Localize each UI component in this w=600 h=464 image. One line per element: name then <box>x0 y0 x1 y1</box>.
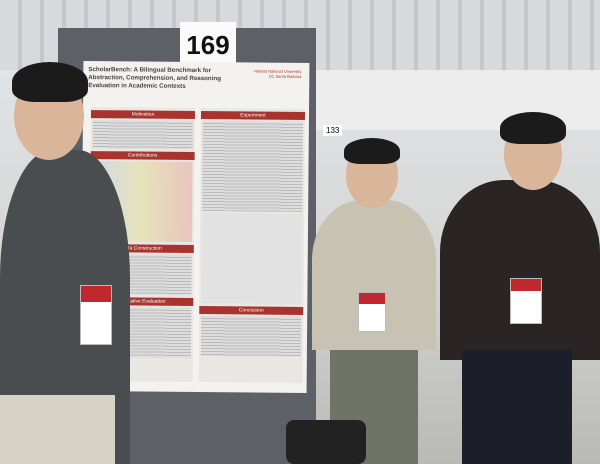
booth-number: 169 <box>180 22 236 68</box>
affiliations: Hanbat National University UC Santa Barb… <box>251 68 302 79</box>
section-header: Contributions <box>90 151 195 160</box>
poster-title: ScholarBench: A Bilingual Benchmark for … <box>88 66 222 90</box>
person-right <box>440 180 600 360</box>
name-badge <box>358 292 386 332</box>
section-header: Conclusion <box>199 306 304 315</box>
section-header: Motivation <box>90 110 196 119</box>
pants <box>462 350 572 464</box>
hair <box>500 112 566 144</box>
affiliation: UC Santa Barbara <box>268 73 302 79</box>
results-figure <box>201 213 303 304</box>
section-body <box>92 120 193 149</box>
hair <box>344 138 400 164</box>
name-badge <box>80 285 112 345</box>
section-header: Experiment <box>200 111 306 120</box>
results-table <box>202 121 303 212</box>
hair <box>12 62 88 102</box>
name-badge <box>510 278 542 324</box>
poster-right-column: Experiment Conclusion <box>198 108 306 383</box>
neighbor-booth-number: 133 <box>323 125 343 136</box>
pants <box>0 395 115 464</box>
section-body <box>200 316 302 357</box>
backpack <box>286 420 366 464</box>
